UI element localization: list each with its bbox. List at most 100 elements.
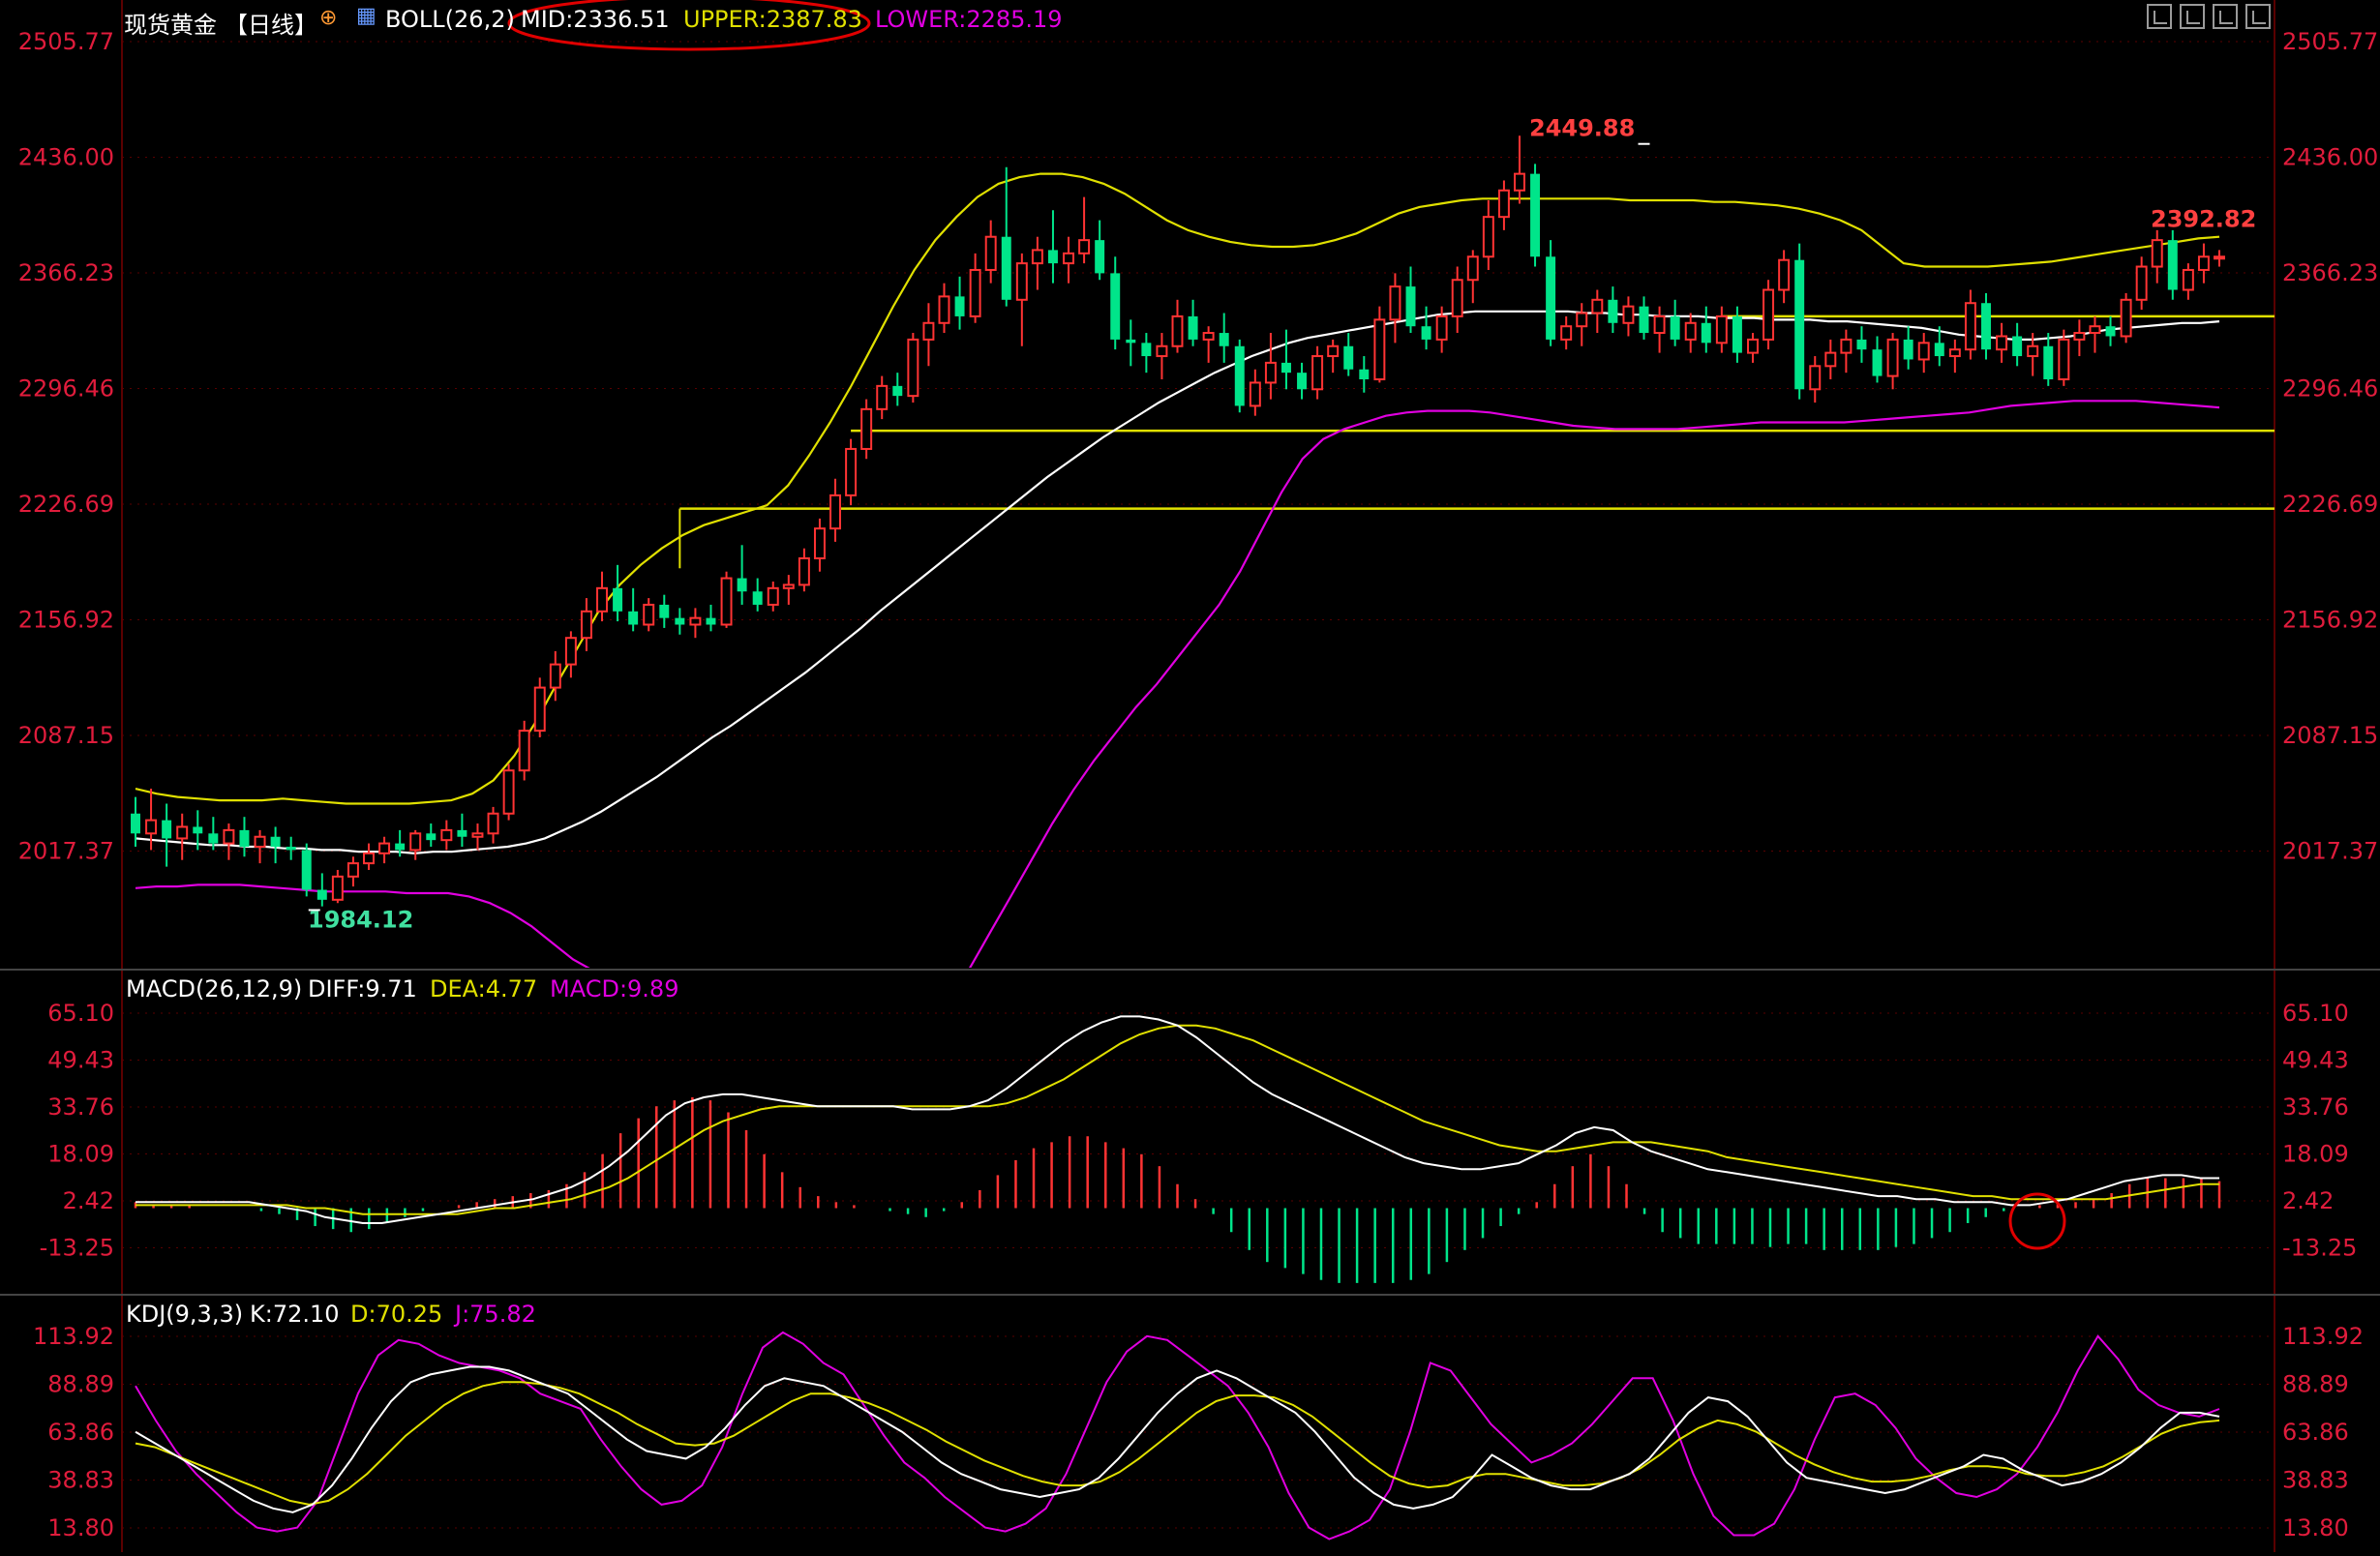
candle-body-down: [1297, 373, 1308, 390]
candle-body-up: [533, 686, 546, 733]
candle-body-down: [208, 833, 219, 844]
indicator-icon[interactable]: ▦: [356, 4, 377, 28]
candle-body-down: [628, 611, 639, 625]
candle-body-down: [1405, 286, 1416, 327]
candle-body-down: [954, 296, 965, 316]
macd-indicator-name: MACD(26,12,9): [126, 975, 303, 1002]
candle-body-up: [440, 828, 453, 842]
candle-body-down: [1343, 345, 1354, 370]
candle-body-down: [1732, 315, 1742, 353]
candle-body-down: [457, 829, 467, 837]
macd-tick-label-right: 33.76: [2282, 1093, 2349, 1121]
play-icon[interactable]: [2213, 4, 2238, 29]
candle-body-up: [596, 586, 608, 613]
candle-body-up: [378, 842, 391, 854]
kdj-tick-label-left: 63.86: [47, 1419, 114, 1446]
candle-body-up: [346, 862, 359, 878]
candle-body-down: [1219, 333, 1229, 346]
boll-lower-value: LOWER:2285.19: [875, 6, 1063, 33]
macd-tick-label-left: 65.10: [47, 1000, 114, 1027]
macd-tick-label-right: -13.25: [2282, 1235, 2357, 1262]
kdj-k-value: K:72.10: [250, 1301, 340, 1328]
candle-body-up: [1513, 172, 1525, 192]
candle-body-down: [613, 587, 623, 612]
macd-tick-label-right: 49.43: [2282, 1047, 2349, 1074]
candle-body-up: [2182, 268, 2194, 291]
candle-body-up: [1964, 302, 1976, 351]
candle-body-up: [1762, 288, 1775, 341]
candle-body-up: [1622, 305, 1635, 324]
candle-body-down: [1126, 339, 1136, 344]
candle-body-down: [2012, 336, 2023, 357]
candle-body-up: [502, 769, 515, 815]
candle-body-up: [2027, 344, 2039, 358]
candle-body-up: [1063, 252, 1075, 265]
candle-body-up: [1327, 344, 1340, 358]
candle-body-up: [1451, 279, 1463, 317]
price-tick-label-right: 2296.46: [2282, 375, 2378, 403]
candle-body-down: [1530, 173, 1541, 257]
candle-body-up: [845, 447, 858, 496]
kdj-tick-label-left: 88.89: [47, 1371, 114, 1398]
candle-body-up: [564, 637, 577, 666]
candle-body-up: [876, 384, 889, 410]
candle-body-up: [1171, 314, 1184, 347]
kdj-tick-label-right: 88.89: [2282, 1371, 2349, 1398]
candle-body-up: [2058, 338, 2070, 381]
candle-body-up: [1202, 332, 1215, 341]
kdj-tick-label-right: 113.92: [2282, 1323, 2364, 1350]
candle-body-up: [145, 819, 158, 835]
macd-tick-label-left: 18.09: [47, 1141, 114, 1168]
candle-body-down: [1141, 343, 1152, 357]
candle-body-down: [1421, 326, 1431, 340]
boll-mid-value: MID:2336.51: [521, 6, 670, 33]
candle-body-up: [1373, 318, 1386, 381]
crosshair-icon[interactable]: [2147, 4, 2172, 29]
candle-body-down: [1934, 343, 1944, 357]
macd-diff-line: [136, 1015, 2219, 1224]
candle-body-up: [1576, 312, 1588, 328]
price-tick-label-right: 2226.69: [2282, 491, 2378, 518]
candle-body-down: [239, 829, 250, 848]
candle-body-down: [706, 617, 716, 625]
macd-dea-value: DEA:4.77: [430, 975, 538, 1002]
fullscreen-icon[interactable]: [2245, 4, 2271, 29]
candle-body-up: [767, 586, 779, 606]
candle-body-up: [2120, 298, 2132, 338]
macd-tick-label-right: 2.42: [2282, 1187, 2334, 1214]
price-tick-label-right: 2087.15: [2282, 722, 2378, 749]
candle-body-up: [1840, 338, 1853, 354]
period-label[interactable]: 【日线】: [225, 12, 317, 39]
symbol-title: 现货黄金: [124, 12, 217, 39]
candle-mode-icon[interactable]: [2180, 4, 2205, 29]
candle-body-down: [1359, 369, 1370, 380]
candle-body-up: [176, 825, 189, 840]
candle-body-up: [1031, 249, 1043, 265]
candle-body-up: [1249, 381, 1261, 407]
candle-body-up: [2089, 325, 2101, 335]
macd-tick-label-left: 2.42: [63, 1187, 114, 1214]
candle-body-up: [1778, 258, 1791, 291]
price-tick-label-left: 2436.00: [18, 144, 114, 171]
candle-body-up: [829, 494, 842, 530]
macd-tick-label-right: 65.10: [2282, 1000, 2349, 1027]
candle-body-down: [1701, 322, 1711, 344]
kdj-tick-label-left: 113.92: [33, 1323, 114, 1350]
candle-body-up: [1466, 255, 1479, 282]
candle-body-down: [1608, 299, 1618, 323]
candle-body-up: [782, 584, 795, 589]
candle-body-down: [131, 813, 140, 834]
candle-body-down: [162, 820, 172, 839]
boll-upper-line: [135, 172, 2220, 805]
candle-body-down: [301, 850, 312, 890]
boll-indicator-name: BOLL(26,2): [385, 6, 515, 33]
boll-lower-line: [135, 400, 2220, 968]
kdj-indicator-name: KDJ(9,3,3): [126, 1301, 244, 1328]
candle-body-up: [1996, 335, 2008, 351]
candle-body-up: [2073, 332, 2086, 341]
settings-icon[interactable]: ⊕: [319, 6, 338, 30]
candle-body-down: [426, 833, 437, 841]
price-tick-label-left: 2156.92: [18, 607, 114, 634]
candle-body-up: [2214, 255, 2225, 260]
